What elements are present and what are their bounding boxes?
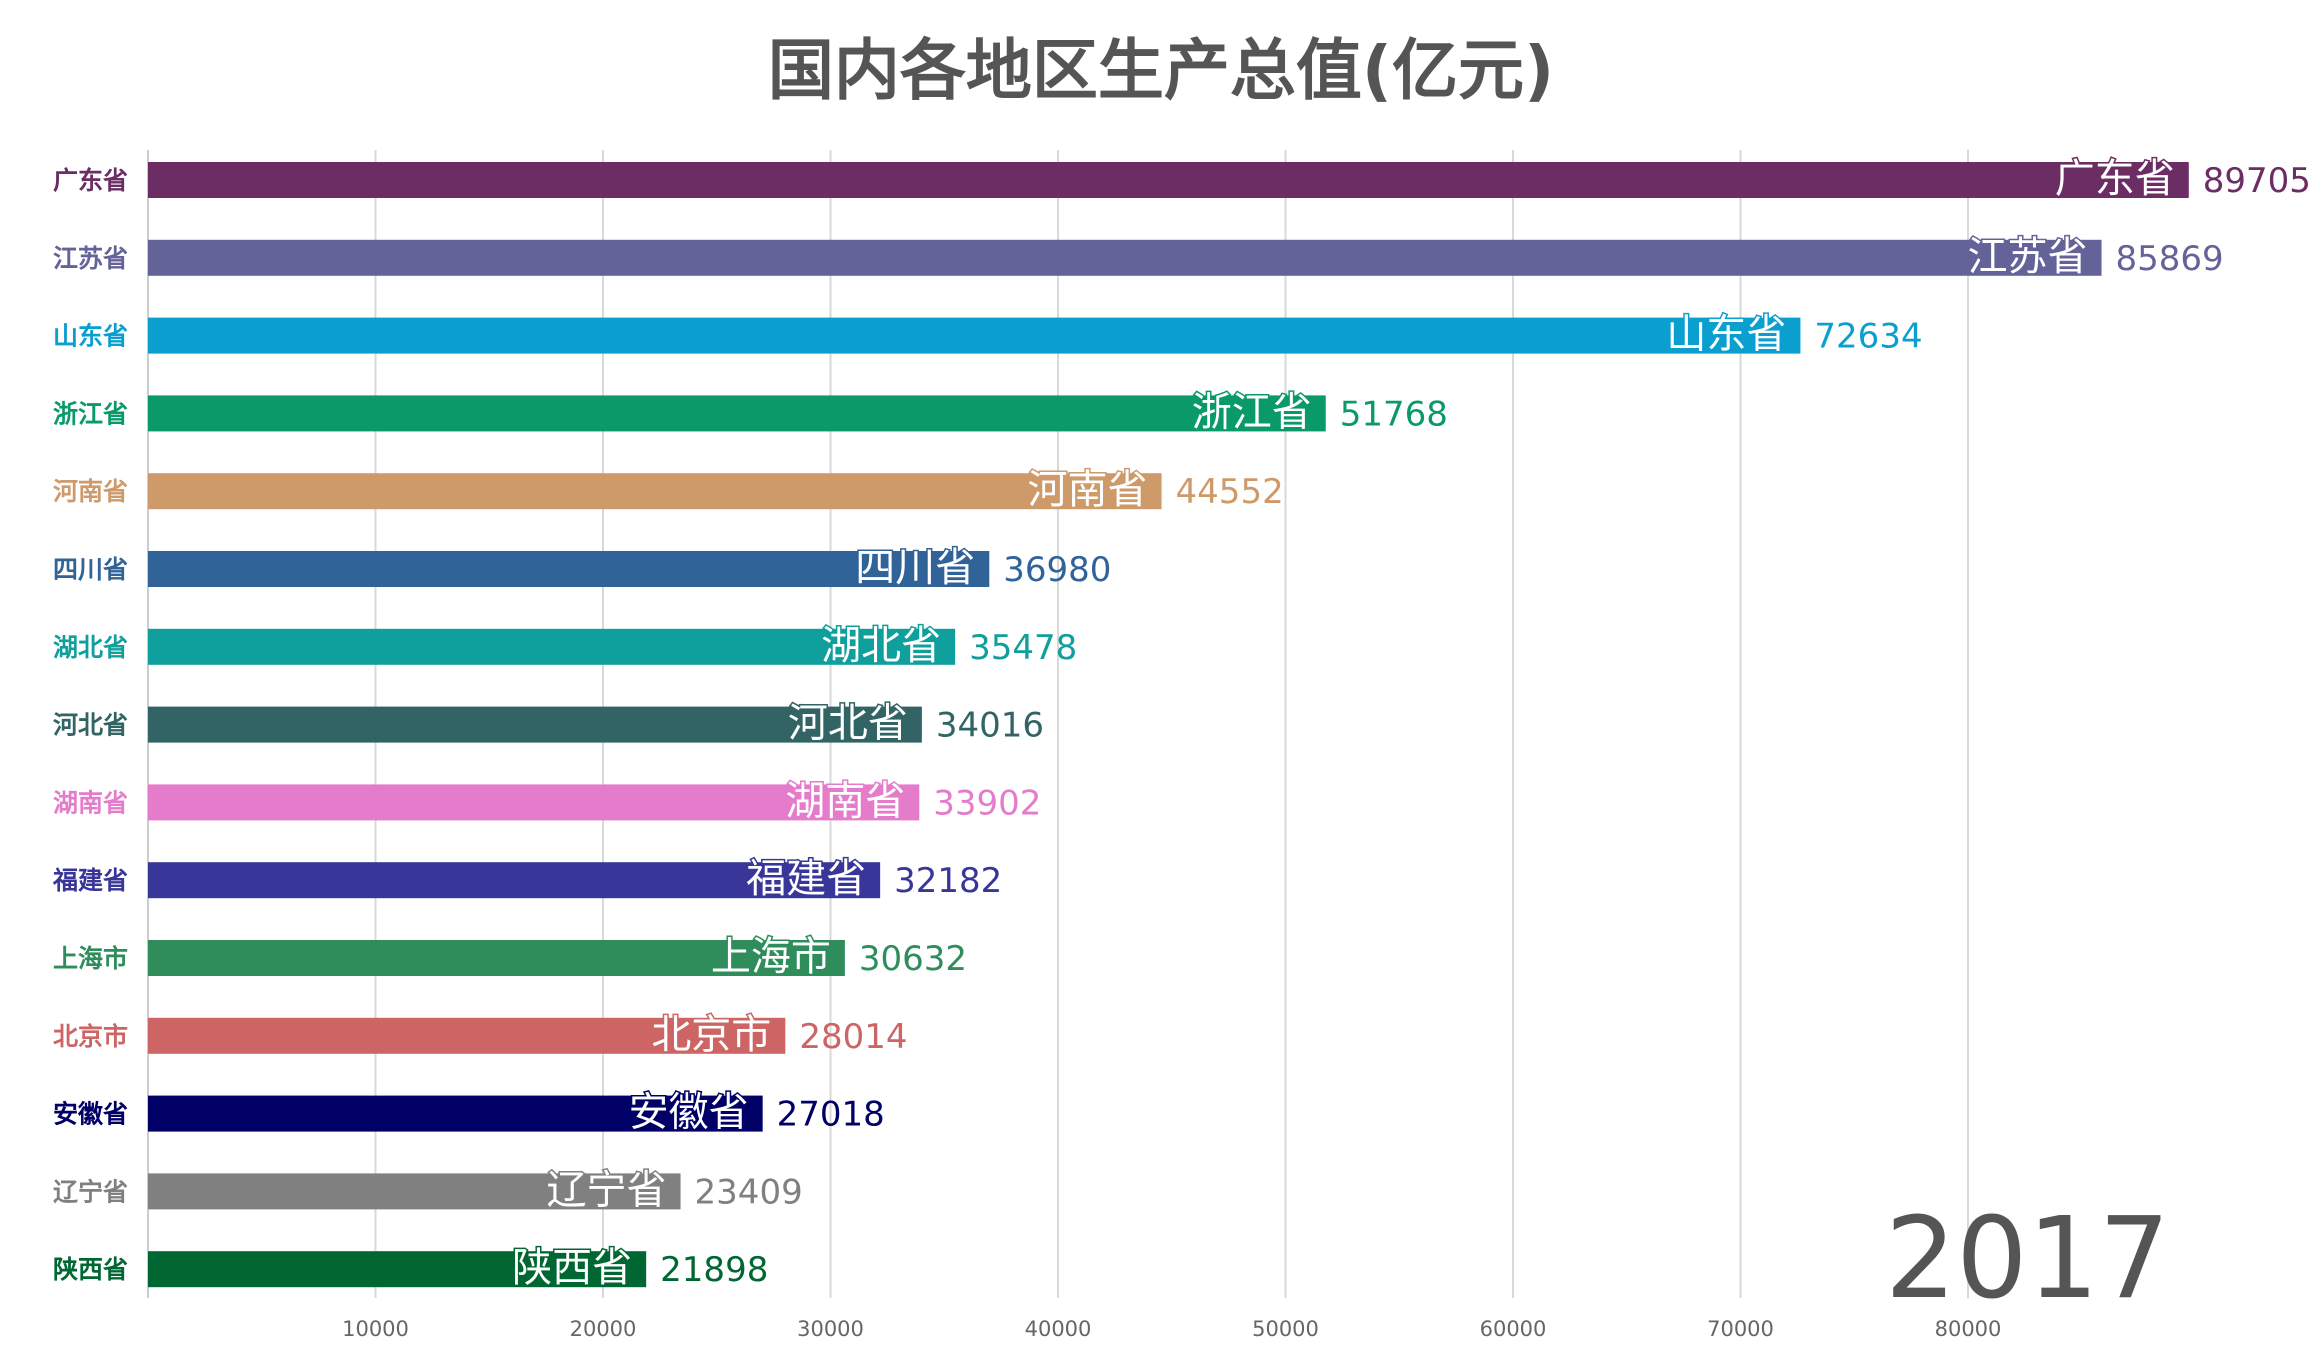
bar-row: 湖南省 湖南省 33902 — [53, 777, 1041, 826]
x-tick-label: 20000 — [570, 1317, 637, 1341]
bar-inside-label: 安徽省 — [629, 1090, 749, 1136]
value-label: 33902 — [933, 783, 1041, 823]
year-label: 2017 — [1885, 1194, 2170, 1324]
bar — [148, 1173, 681, 1210]
x-axis: 10000 20000 30000 40000 50000 60000 70000 80000 — [147, 150, 2002, 1341]
category-label: 安徽省 — [53, 1100, 128, 1129]
x-tick-label: 40000 — [1025, 1317, 1092, 1341]
bar-inside-label: 浙江省 — [1192, 389, 1312, 435]
category-label: 陕西省 — [53, 1255, 128, 1284]
value-label: 72634 — [1814, 317, 1922, 357]
bar — [148, 1017, 786, 1054]
value-label: 51768 — [1340, 394, 1448, 434]
category-label: 湖北省 — [53, 633, 128, 662]
value-label: 36980 — [1003, 550, 1111, 590]
category-label: 河北省 — [53, 711, 128, 740]
value-label: 85869 — [2116, 239, 2224, 279]
category-label: 山东省 — [53, 322, 128, 351]
bar — [148, 473, 1162, 510]
x-tick-label: 80000 — [1935, 1317, 2002, 1341]
value-label: 28014 — [799, 1017, 907, 1057]
bar-row: 江苏省 江苏省 85869 — [53, 232, 2224, 281]
category-label: 浙江省 — [53, 399, 128, 428]
category-label: 四川省 — [53, 555, 128, 584]
value-label: 27018 — [777, 1095, 885, 1135]
bar-inside-label: 河南省 — [1028, 467, 1148, 513]
value-label: 34016 — [936, 706, 1044, 746]
bar — [148, 1251, 647, 1288]
bar — [148, 784, 920, 821]
bar-row: 山东省 山东省 72634 — [53, 310, 1923, 359]
bar-row: 广东省 广东省 89705 — [53, 155, 2311, 204]
bar-inside-label: 江苏省 — [1968, 234, 2088, 280]
bar-inside-label: 北京市 — [651, 1012, 771, 1058]
bar-inside-label: 湖北省 — [821, 623, 941, 669]
chart-title: 国内各地区生产总值(亿元) — [768, 32, 1554, 109]
bar — [148, 162, 2189, 198]
category-label: 福建省 — [52, 866, 128, 895]
bar — [148, 317, 1801, 354]
value-label: 44552 — [1176, 472, 1284, 512]
bar-row: 福建省 福建省 32182 — [52, 855, 1002, 904]
value-label: 21898 — [660, 1250, 768, 1290]
bars: 广东省 广东省 89705 江苏省 江苏省 85869 山东省 山东省 72634 浙江省 浙江省 5… — [52, 155, 2311, 1293]
bar — [148, 706, 922, 743]
bar-inside-label: 河北省 — [788, 701, 908, 747]
value-label: 30632 — [859, 939, 967, 979]
bar — [148, 862, 881, 899]
bar-row: 辽宁省 辽宁省 23409 — [53, 1166, 803, 1215]
category-label: 河南省 — [53, 477, 128, 506]
value-label: 32182 — [894, 861, 1002, 901]
bar — [148, 239, 2102, 276]
bar-inside-label: 陕西省 — [512, 1245, 632, 1291]
x-tick-label: 60000 — [1480, 1317, 1547, 1341]
value-label: 89705 — [2203, 161, 2311, 201]
category-label: 上海市 — [53, 944, 128, 973]
bar-row: 北京市 北京市 28014 — [53, 1010, 908, 1059]
x-tick-label: 70000 — [1707, 1317, 1774, 1341]
x-tick-label: 50000 — [1252, 1317, 1319, 1341]
x-tick-label: 30000 — [797, 1317, 864, 1341]
bar-row: 上海市 上海市 30632 — [53, 933, 967, 982]
bar — [148, 395, 1326, 432]
bar-row: 浙江省 浙江省 51768 — [53, 388, 1448, 437]
bar — [148, 940, 845, 976]
x-tick-label: 10000 — [342, 1317, 409, 1341]
category-label: 辽宁省 — [53, 1177, 128, 1206]
bar-inside-label: 上海市 — [711, 934, 831, 980]
category-label: 江苏省 — [53, 244, 128, 273]
bar — [148, 628, 956, 665]
bar — [148, 1095, 763, 1132]
category-label: 湖南省 — [53, 788, 128, 817]
bar-inside-label: 辽宁省 — [547, 1167, 667, 1213]
bar — [148, 551, 990, 587]
category-label: 北京市 — [53, 1022, 128, 1051]
value-label: 23409 — [695, 1172, 803, 1212]
bar-inside-label: 湖南省 — [785, 778, 905, 824]
bar-row: 四川省 四川省 36980 — [53, 544, 1111, 593]
bar-inside-label: 广东省 — [2055, 156, 2175, 202]
bar-row: 湖北省 湖北省 35478 — [53, 621, 1077, 670]
bar-inside-label: 山东省 — [1666, 312, 1786, 358]
bar-inside-label: 福建省 — [746, 856, 866, 902]
bar-inside-label: 四川省 — [855, 545, 975, 591]
bar-row: 河北省 河北省 34016 — [53, 699, 1044, 748]
bar-row: 陕西省 陕西省 21898 — [53, 1244, 768, 1293]
bar-row: 河南省 河南省 44552 — [53, 466, 1284, 515]
category-label: 广东省 — [53, 166, 128, 195]
value-label: 35478 — [969, 628, 1077, 668]
bar-row: 安徽省 安徽省 27018 — [53, 1088, 885, 1137]
